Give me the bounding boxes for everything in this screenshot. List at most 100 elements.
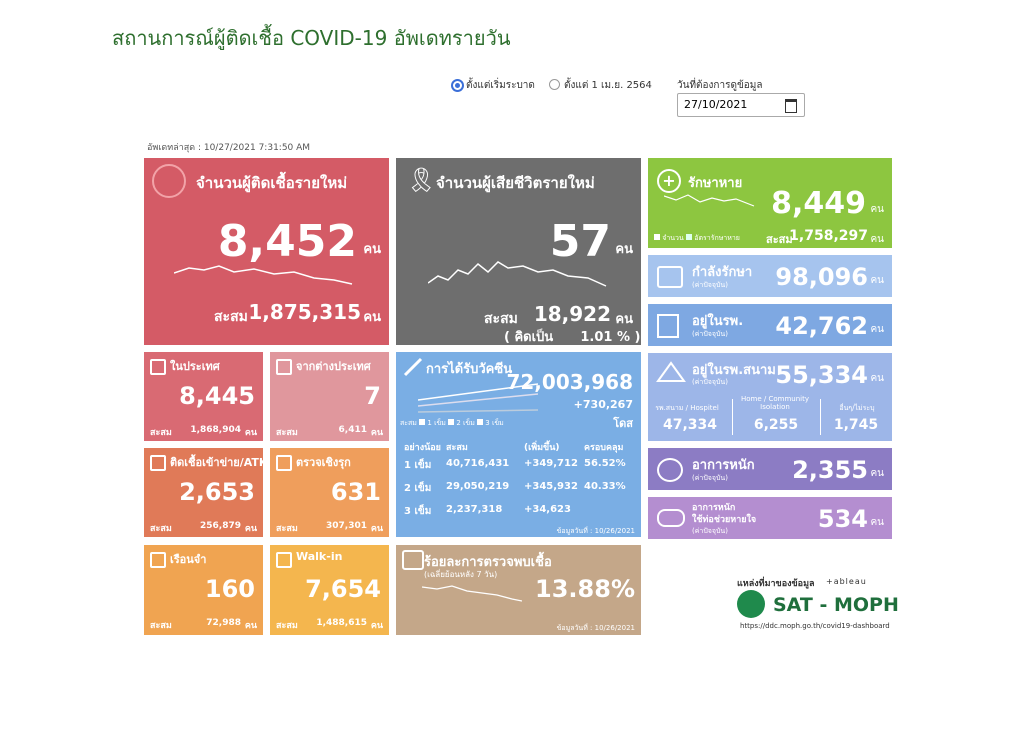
radio[interactable] [549, 79, 560, 90]
note: (เฉลี่ยย้อนหลัง 7 วัน) [424, 570, 498, 579]
tableau: +ableau [826, 577, 867, 586]
unit: คน [870, 275, 884, 286]
divider [732, 399, 733, 435]
lab-icon [402, 550, 424, 570]
value: 13.88% [535, 575, 635, 603]
icon [150, 455, 166, 471]
cum-label: สะสม [276, 524, 298, 534]
note: (ค่าปัจจุบัน) [692, 330, 728, 338]
ventilator-tile: อาการหนัก ใช้ท่อช่วยหายใจ (ค่าปัจจุบัน) … [648, 497, 892, 539]
value: 55,334 [775, 361, 868, 389]
imported-tile: จากต่างประเทศ 7 สะสม 6,411 คน [270, 352, 389, 441]
label: รักษาหาย [688, 176, 743, 191]
value: 631 [330, 478, 381, 506]
legend-item: อัตรารักษาหาย [694, 234, 740, 242]
unit: คน [870, 204, 884, 215]
cum-label: สะสม [766, 233, 793, 246]
unit: คน [870, 324, 884, 335]
table-header: (เพิ่มขึ้น) [524, 443, 560, 453]
cum-label: สะสม [484, 311, 518, 327]
ratio: ( คิดเป็น 1.01 % ) [504, 330, 641, 345]
unit: คน [244, 621, 257, 631]
moph-logo [737, 590, 765, 618]
note: (ค่าปัจจุบัน) [692, 474, 728, 482]
unit: คน [370, 524, 383, 534]
active-search-tile: ตรวจเชิงรุก 631 สะสม 307,301 คน [270, 448, 389, 537]
label: Walk-in [296, 550, 343, 563]
radio-selected[interactable] [451, 79, 464, 92]
label: กำลังรักษา [692, 265, 753, 280]
patient-icon [657, 458, 683, 482]
treating-tile: กำลังรักษา (ค่าปัจจุบัน) 98,096 คน [648, 255, 892, 297]
legend-item: จำนวน [662, 234, 684, 242]
part-label: อื่นๆ/ไม่ระบุ [839, 404, 875, 412]
walkin-tile: Walk-in 7,654 สะสม 1,488,615 คน [270, 545, 389, 635]
table-cell: 1 เข็ม [404, 460, 432, 471]
radio-label[interactable]: ตั้งแต่เริ่มระบาด [466, 80, 535, 91]
unit: คน [870, 373, 884, 384]
legend: สะสม 1 เข็ม 2 เข็ม 3 เข็ม [400, 418, 504, 429]
icon [276, 455, 292, 471]
cumulative: 6,411 [338, 425, 367, 435]
unit: คน [244, 524, 257, 534]
value: 7,654 [305, 575, 381, 603]
new-cases-tile: จำนวนผู้ติดเชื้อรายใหม่ 8,452 คน สะสม 1,… [144, 158, 389, 345]
value: 42,762 [775, 312, 868, 340]
part-label: รพ.สนาม / Hospitel [655, 404, 719, 412]
unit: คน [870, 468, 884, 479]
cumulative: 256,879 [200, 521, 241, 531]
cum-label: สะสม [150, 524, 172, 534]
legend-title: สะสม [400, 419, 417, 427]
value: 8,452 [217, 216, 357, 267]
source-label: แหล่งที่มาของข้อมูล [737, 579, 815, 589]
cum-label: สะสม [150, 428, 172, 438]
plus-icon: + [657, 169, 681, 193]
calendar-icon[interactable] [785, 99, 797, 113]
note: (ค่าปัจจุบัน) [692, 281, 728, 289]
label: การได้รับวัคซีน [426, 362, 513, 377]
icon [276, 552, 292, 568]
cum-label: สะสม [150, 621, 172, 631]
table-header: ครอบคลุม [584, 443, 624, 453]
value: 98,096 [775, 263, 868, 291]
label: ใช้ท่อช่วยหายใจ [692, 515, 757, 525]
radio-label[interactable]: ตั้งแต่ 1 เม.ย. 2564 [564, 80, 652, 91]
table-cell: +349,712 [524, 458, 578, 469]
sparkline [174, 265, 353, 285]
part-value: 47,334 [662, 417, 718, 433]
unit: คน [615, 312, 633, 327]
value: 2,355 [792, 456, 868, 484]
source-url: https://ddc.moph.go.th/covid19-dashboard [740, 622, 890, 630]
date-value: 27/10/2021 [684, 98, 748, 111]
cumulative: 1,758,297 [789, 228, 868, 244]
label: อาการหนัก [692, 458, 755, 473]
ventilator-icon [657, 509, 685, 527]
part-value: 1,745 [833, 417, 879, 433]
table-cell: +345,932 [524, 481, 578, 492]
value: 534 [817, 505, 868, 533]
label: เรือนจำ [170, 553, 207, 566]
increase: +730,267 [573, 398, 633, 411]
note: (ค่าปัจจุบัน) [692, 527, 728, 535]
cum-label: สะสม [214, 309, 248, 325]
table-cell: 56.52% [584, 458, 626, 469]
cumulative: 1,875,315 [248, 300, 361, 324]
cumulative: 307,301 [326, 521, 367, 531]
table-cell: 3 เข็ม [404, 506, 432, 517]
cumulative: 1,868,904 [190, 425, 241, 435]
deaths-tile: 🎗 จำนวนผู้เสียชีวิตรายใหม่ 57 คน สะสม 18… [396, 158, 641, 345]
positivity-tile: ร้อยละการตรวจพบเชื้อ (เฉลี่ยย้อนหลัง 7 ว… [396, 545, 641, 635]
as-of: ข้อมูลวันที่ : 10/26/2021 [556, 527, 635, 535]
unit: คน [870, 234, 884, 245]
as-of: ข้อมูลวันที่ : 10/26/2021 [556, 624, 635, 632]
legend-item: 3 เข็ม [485, 419, 504, 427]
unit: คน [363, 242, 381, 257]
unit: คน [363, 310, 381, 325]
prison-tile: เรือนจำ 160 สะสม 72,988 คน [144, 545, 263, 635]
label: จากต่างประเทศ [296, 360, 371, 373]
value: 72,003,968 [506, 370, 633, 394]
table-cell: 29,050,219 [446, 481, 510, 492]
date-input[interactable]: 27/10/2021 [677, 93, 805, 117]
unit: คน [370, 428, 383, 438]
